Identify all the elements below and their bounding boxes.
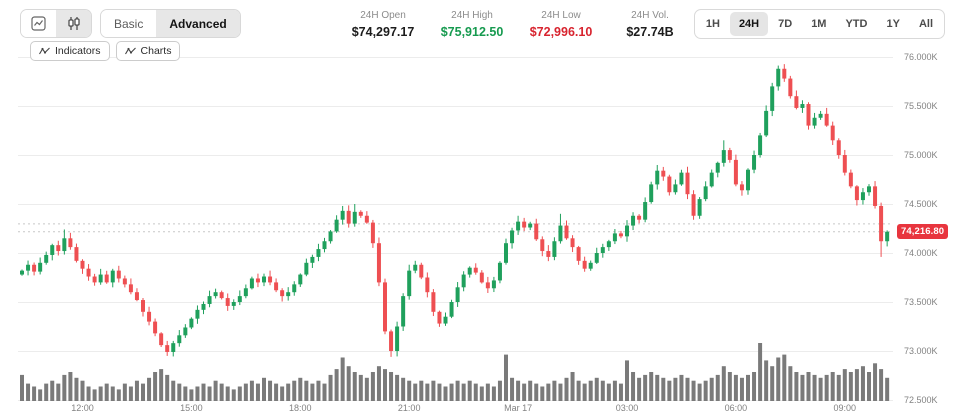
- candlestick-chart-type-button[interactable]: [56, 10, 91, 37]
- indicators-button[interactable]: Indicators: [30, 41, 110, 61]
- timeframe-1y[interactable]: 1Y: [886, 18, 900, 30]
- mode-toggle: Basic Advanced: [100, 9, 241, 38]
- chart-tools: Indicators Charts: [30, 41, 181, 61]
- y-axis-label: 76.000K: [904, 52, 938, 62]
- charts-label: Charts: [140, 45, 172, 57]
- timeframe-1h[interactable]: 1H: [705, 18, 720, 30]
- stat-label: 24H High: [451, 10, 493, 21]
- timeframe-7d[interactable]: 7D: [778, 18, 793, 30]
- indicators-label: Indicators: [55, 45, 101, 57]
- stat-24h-low: 24H Low $72,996.10: [525, 10, 597, 39]
- stat-value: $27.74B: [626, 25, 674, 39]
- stat-value: $74,297.17: [351, 25, 415, 39]
- basic-mode-button[interactable]: Basic: [101, 10, 157, 37]
- stat-label: 24H Vol.: [631, 10, 669, 21]
- timeframe-24h[interactable]: 24H: [729, 12, 769, 36]
- candlestick-icon: [67, 16, 81, 31]
- stat-24h-volume: 24H Vol. $27.74B: [614, 10, 686, 39]
- x-axis-label: 06:00: [724, 403, 748, 413]
- x-axis-label: 18:00: [289, 403, 312, 413]
- x-axis-label: 09:00: [833, 403, 857, 413]
- zigzag-signal-icon: [39, 47, 50, 56]
- x-axis-label: 12:00: [71, 403, 94, 413]
- timeframe-selector: 1H 24H 7D 1M YTD 1Y All: [693, 9, 945, 39]
- gridlines: [18, 57, 893, 401]
- timeframe-ytd[interactable]: YTD: [845, 18, 868, 30]
- timeframe-all[interactable]: All: [918, 18, 933, 30]
- x-axis-label: 15:00: [180, 403, 203, 413]
- x-axis-label: 03:00: [615, 403, 639, 413]
- last-price-badge: 74,216.80: [897, 224, 949, 240]
- timeframe-1m[interactable]: 1M: [811, 18, 827, 30]
- line-chart-icon: [31, 16, 46, 31]
- y-axis-label: 75.500K: [904, 101, 938, 111]
- zigzag-signal-icon: [124, 47, 136, 56]
- 24h-stats: 24H Open $74,297.17 24H High $75,912.50 …: [347, 10, 686, 39]
- y-axis-label: 74.500K: [904, 199, 938, 209]
- stat-value: $72,996.10: [529, 25, 593, 39]
- stat-label: 24H Open: [360, 10, 406, 21]
- y-axis-label: 74.000K: [904, 248, 938, 258]
- x-axis-label: 21:00: [397, 403, 421, 413]
- x-axis-label: Mar 17: [504, 403, 533, 413]
- volume-bars: [20, 343, 890, 401]
- y-axis-label: 72.500K: [904, 395, 938, 405]
- y-axis-label: 73.000K: [904, 346, 938, 356]
- charts-button[interactable]: Charts: [115, 41, 181, 61]
- advanced-mode-button[interactable]: Advanced: [156, 10, 240, 37]
- stat-24h-high: 24H High $75,912.50: [436, 10, 508, 39]
- stat-24h-open: 24H Open $74,297.17: [347, 10, 419, 39]
- stat-value: $75,912.50: [440, 25, 504, 39]
- line-chart-type-button[interactable]: [21, 10, 56, 37]
- candlesticks: [20, 64, 890, 357]
- stat-label: 24H Low: [541, 10, 581, 21]
- chart-type-toggle: [20, 9, 92, 38]
- y-axis-label: 75.000K: [904, 150, 938, 160]
- y-axis-label: 73.500K: [904, 297, 938, 307]
